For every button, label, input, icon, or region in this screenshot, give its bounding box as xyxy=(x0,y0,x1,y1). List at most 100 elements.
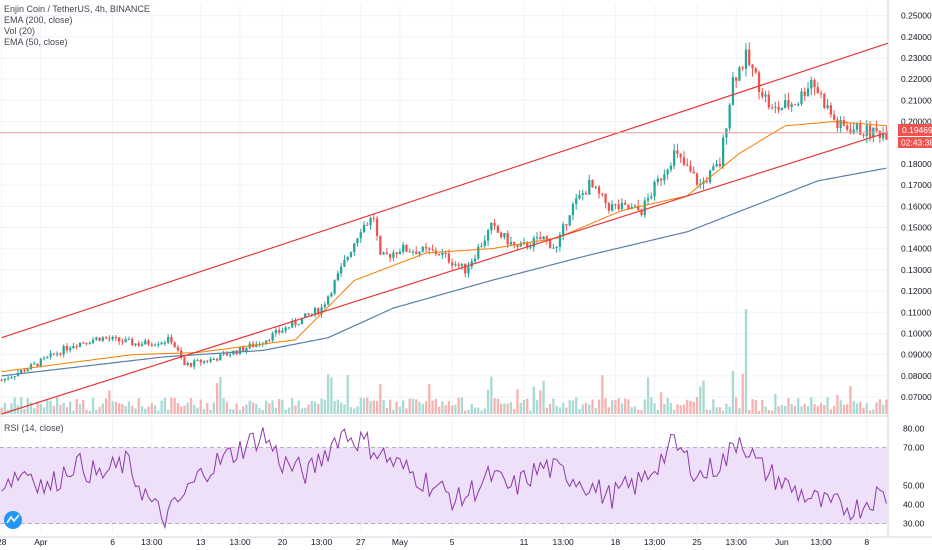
candle-body xyxy=(310,313,313,315)
volume-bar xyxy=(529,410,532,414)
candle-body xyxy=(480,245,483,247)
candle-body xyxy=(731,77,735,105)
candle-body xyxy=(415,251,418,255)
price-tick-label: 0.22000 xyxy=(901,74,932,84)
volume-bar xyxy=(424,401,428,414)
volume-bar xyxy=(663,404,666,414)
candle-body xyxy=(617,204,620,209)
candle-body xyxy=(291,320,294,328)
candle-body xyxy=(98,337,101,341)
candle-body xyxy=(245,348,248,352)
volume-bar xyxy=(810,397,813,414)
price-pane[interactable] xyxy=(0,42,889,415)
volume-bar xyxy=(555,405,558,414)
price-axis[interactable]: 0.25000 0.24000 0.23000 0.22000 0.21000 0.200… xyxy=(901,11,932,529)
volume-bar xyxy=(545,407,548,414)
candle-body xyxy=(134,343,137,346)
volume-bar xyxy=(232,409,235,414)
volume-bar xyxy=(803,403,806,414)
candle-body xyxy=(330,293,333,297)
candle-body xyxy=(477,246,480,259)
candle-body xyxy=(764,94,767,97)
candle-body xyxy=(333,280,336,294)
candle-body xyxy=(294,320,297,325)
volume-bar xyxy=(153,405,157,414)
candle-body xyxy=(728,104,731,129)
volume-bar xyxy=(695,397,699,414)
volume-bar xyxy=(39,404,42,414)
volume-bar xyxy=(274,407,278,414)
volume-bars xyxy=(0,309,888,414)
price-tick-label: 0.15000 xyxy=(901,223,932,233)
candle-body xyxy=(199,359,202,363)
candle-body xyxy=(340,266,343,274)
volume-bar xyxy=(137,398,140,414)
candle-body xyxy=(832,114,836,120)
volume-bar xyxy=(219,377,222,414)
volume-bar xyxy=(855,403,859,414)
rsi-pane[interactable] xyxy=(0,427,888,530)
volume-bar xyxy=(604,398,607,414)
candle-body xyxy=(88,342,91,344)
volume-bar xyxy=(460,397,464,414)
candle-body xyxy=(529,247,532,249)
time-tick-label: 6 xyxy=(110,537,115,547)
volume-bar xyxy=(581,404,584,414)
candle-body xyxy=(813,79,816,88)
volume-bar xyxy=(721,410,725,414)
volume-bar xyxy=(69,401,72,414)
candle-body xyxy=(75,345,78,347)
candle-body xyxy=(219,354,222,361)
candle-body xyxy=(679,153,682,158)
candle-body xyxy=(95,337,98,340)
volume-bar xyxy=(470,404,473,414)
price-tick-label: 0.24000 xyxy=(901,32,932,42)
candle-body xyxy=(509,241,513,245)
rsi-tick-label: 50.00 xyxy=(903,481,925,491)
candle-body xyxy=(513,241,516,245)
volume-bar xyxy=(336,399,340,414)
volume-bar xyxy=(356,406,359,414)
time-tick-label: 5 xyxy=(450,537,455,547)
candle-body xyxy=(545,236,548,240)
volume-bar xyxy=(294,405,297,414)
volume-bar xyxy=(405,408,408,414)
candle-body xyxy=(193,360,196,367)
rsi-legend: RSI (14, close) xyxy=(4,423,64,433)
candle-body xyxy=(398,251,402,254)
time-axis[interactable]: 28 Apr 6 13:00 13 13:00 20 13:00 27 May 5 11 13:00 18… xyxy=(0,537,869,547)
volume-bar xyxy=(52,405,56,414)
price-tick-label: 0.18000 xyxy=(901,159,932,169)
candle-body xyxy=(653,182,656,197)
volume-bar xyxy=(212,402,215,414)
candle-body xyxy=(238,346,242,354)
volume-bar xyxy=(774,393,777,414)
volume-bar xyxy=(594,408,597,414)
volume-bar xyxy=(601,375,604,414)
time-tick-label: 13:00 xyxy=(229,537,251,547)
volume-bar xyxy=(607,407,611,414)
candle-body xyxy=(62,345,65,355)
candle-body xyxy=(366,224,369,226)
candle-body xyxy=(552,247,555,249)
time-tick-label: 13:00 xyxy=(311,537,333,547)
channel-line[interactable] xyxy=(1,131,889,415)
candle-body xyxy=(673,150,676,166)
candle-body xyxy=(379,235,382,255)
tradingview-logo-icon[interactable] xyxy=(4,511,22,529)
volume-bar xyxy=(13,397,16,414)
volume-bar xyxy=(0,407,3,414)
price-tick-label: 0.11000 xyxy=(901,307,931,317)
candle-body xyxy=(744,49,748,69)
volume-bar xyxy=(23,408,26,414)
candle-body xyxy=(39,358,42,367)
channel-line[interactable] xyxy=(1,42,889,339)
volume-bar xyxy=(366,397,369,414)
candle-body xyxy=(627,204,630,210)
volume-bar xyxy=(682,404,686,414)
volume-bar xyxy=(297,400,300,414)
candle-body xyxy=(170,337,173,343)
candle-body xyxy=(483,240,486,246)
volume-bar xyxy=(340,402,343,414)
